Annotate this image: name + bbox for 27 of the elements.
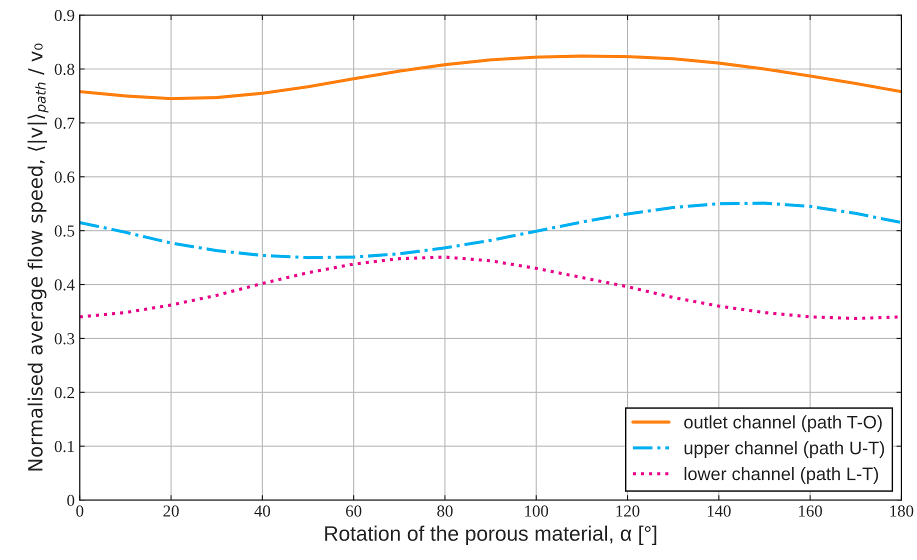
y-tick-label: 0.5 <box>54 225 74 237</box>
y-tick-label: 0.2 <box>54 387 74 398</box>
x-tick-label: 120 <box>616 505 640 517</box>
x-tick-label: 80 <box>437 505 453 517</box>
x-tick-label: 160 <box>799 505 822 517</box>
legend-label: lower channel (path L-T) <box>684 467 878 484</box>
y-tick-label: 0 <box>67 494 74 506</box>
legend-label: outlet channel (path T-O) <box>684 415 882 432</box>
y-tick-label: 0.7 <box>54 118 74 129</box>
x-tick-label: 180 <box>890 505 914 517</box>
y-tick-label: 0.9 <box>54 10 74 22</box>
x-tick-label: 100 <box>525 505 548 517</box>
y-axis-title: Normalised average flow speed, ⟨|v|⟩$_{path}$ / v₀ <box>28 44 48 470</box>
line-series <box>80 54 902 100</box>
x-tick-label: 40 <box>254 505 270 517</box>
x-tick-label: 60 <box>346 505 362 517</box>
y-tick-label: 0.3 <box>54 333 74 344</box>
y-tick-label: 0.1 <box>54 440 74 452</box>
x-tick-label: 0 <box>76 505 84 517</box>
x-tick-label: 140 <box>708 505 731 517</box>
line-series <box>80 202 902 260</box>
y-tick-label: 0.8 <box>54 64 74 76</box>
x-axis-title: Rotation of the porous material, α [°] <box>325 526 656 546</box>
x-tick-label: 20 <box>163 505 179 517</box>
y-tick-label: 0.4 <box>54 279 75 291</box>
y-tick-label: 0.6 <box>54 171 74 183</box>
legend-label: upper channel (path U-T) <box>684 441 884 458</box>
